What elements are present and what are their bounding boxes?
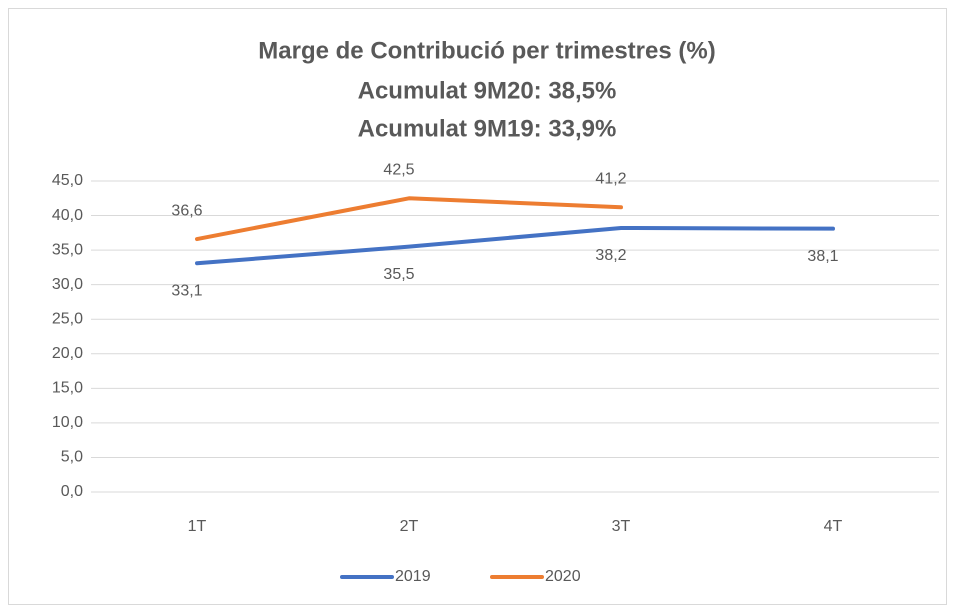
series-line [195, 225, 835, 266]
data-label: 38,1 [807, 248, 838, 265]
data-label: 33,1 [171, 282, 202, 299]
legend-label: 2019 [395, 568, 431, 585]
y-tick-label: 5,0 [61, 449, 83, 466]
chart-title: Marge de Contribució per trimestres (%) [258, 37, 715, 64]
legend-label: 2020 [545, 568, 581, 585]
data-label: 42,5 [383, 161, 414, 178]
data-label: 35,5 [383, 266, 414, 283]
y-tick-label: 35,0 [52, 241, 83, 258]
data-label: 36,6 [171, 202, 202, 219]
y-tick-label: 45,0 [52, 172, 83, 189]
data-label: 38,2 [595, 247, 626, 264]
y-tick-label: 0,0 [61, 483, 83, 500]
y-tick-label: 40,0 [52, 207, 83, 224]
chart-subtitle: Acumulat 9M19: 33,9% [358, 115, 617, 142]
x-tick-label: 2T [400, 518, 419, 535]
y-tick-label: 15,0 [52, 380, 83, 397]
chart-subtitle: Acumulat 9M20: 38,5% [358, 77, 617, 104]
y-tick-label: 25,0 [52, 310, 83, 327]
y-tick-label: 20,0 [52, 345, 83, 362]
x-tick-label: 3T [612, 518, 631, 535]
data-label: 41,2 [595, 170, 626, 187]
x-tick-label: 1T [188, 518, 207, 535]
chart-frame [8, 8, 947, 605]
y-tick-label: 10,0 [52, 414, 83, 431]
y-tick-label: 30,0 [52, 276, 83, 293]
x-tick-label: 4T [824, 518, 843, 535]
series-line [195, 196, 623, 242]
